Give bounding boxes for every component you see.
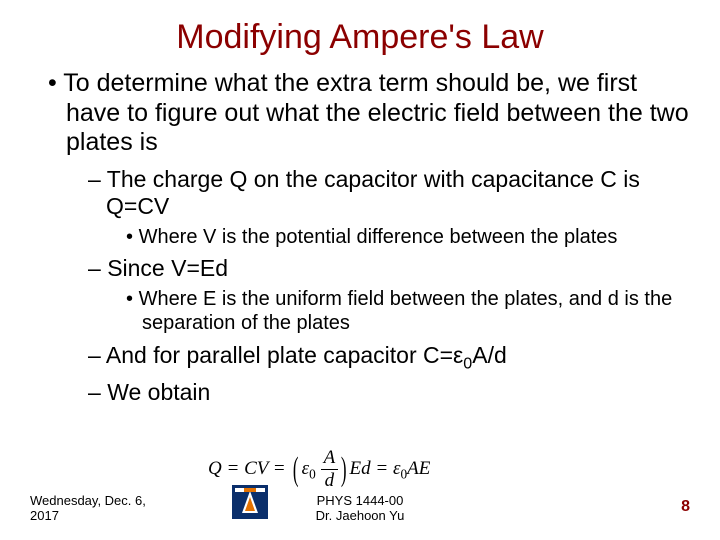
bullet-level2: We obtain bbox=[88, 379, 690, 406]
paren: ) bbox=[341, 451, 347, 489]
eq-var: CV bbox=[244, 458, 268, 479]
paren: ( bbox=[293, 451, 299, 489]
bullet-level1: To determine what the extra term should … bbox=[48, 69, 690, 158]
bullet-level2: And for parallel plate capacitor C=ε0A/d bbox=[88, 342, 690, 374]
eq-var: AE bbox=[407, 458, 430, 479]
eq-op: = bbox=[222, 458, 244, 479]
bullet-level2: Since V=Ed bbox=[88, 255, 690, 282]
bullet-level2: The charge Q on the capacitor with capac… bbox=[88, 166, 690, 220]
eq-var: Ed bbox=[350, 458, 371, 479]
footer-author: Dr. Jaehoon Yu bbox=[316, 508, 405, 523]
eq-var: Q bbox=[208, 458, 222, 479]
bullet-level3: Where E is the uniform field between the… bbox=[126, 288, 690, 335]
bullet-text: A/d bbox=[472, 342, 507, 368]
slide-title: Modifying Ampere's Law bbox=[30, 18, 690, 57]
footer-center: PHYS 1444-00 Dr. Jaehoon Yu bbox=[0, 493, 720, 524]
subscript: 0 bbox=[309, 467, 316, 482]
fraction: A d bbox=[321, 447, 339, 492]
bullet-text: And for parallel plate capacitor C=ε bbox=[106, 342, 463, 368]
page-number: 8 bbox=[681, 498, 690, 516]
numerator: A bbox=[321, 447, 339, 470]
eq-op: = bbox=[268, 458, 290, 479]
denominator: d bbox=[321, 470, 339, 492]
subscript: 0 bbox=[463, 354, 472, 372]
bullet-level3: Where V is the potential difference betw… bbox=[126, 226, 690, 250]
eq-op: = bbox=[371, 458, 393, 479]
footer-course: PHYS 1444-00 bbox=[317, 493, 404, 508]
slide: Modifying Ampere's Law To determine what… bbox=[0, 0, 720, 540]
